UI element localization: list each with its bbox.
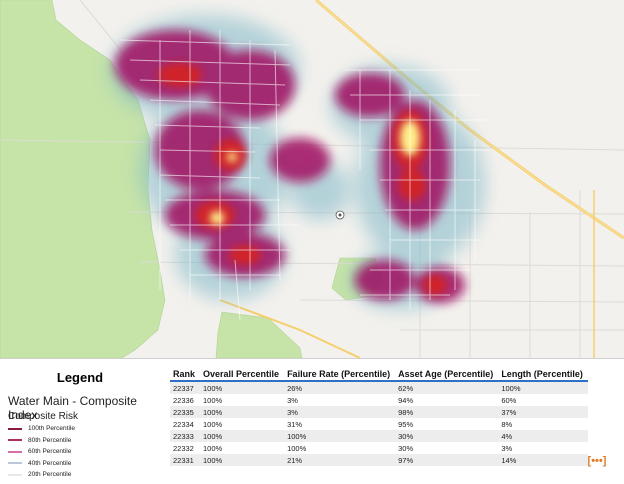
table-cell: 37%: [498, 406, 588, 418]
table-cell: 100%: [203, 443, 223, 453]
table-cell: 22333: [170, 430, 201, 442]
legend-swatch: [8, 473, 22, 476]
table-cell: 30%: [398, 443, 414, 453]
map-marker[interactable]: [335, 210, 345, 220]
table-cell: 100%: [203, 419, 223, 429]
highways: [219, 0, 624, 358]
legend-layer-name: Water Main - Composite Index: [8, 394, 137, 422]
table-cell: 95%: [398, 419, 414, 429]
table-cell: 22332: [173, 443, 194, 453]
legend-swatch: [8, 462, 22, 465]
table-cell: 100%: [287, 443, 307, 453]
legend-item-label: 20th Percentile: [28, 471, 72, 479]
table-row[interactable]: 22332 100% 100% 30% 3%: [170, 442, 588, 454]
table-cell: 3%: [284, 406, 396, 418]
legend-item: 80th Percentile: [8, 435, 75, 447]
table-row[interactable]: 22335 100% 3% 98% 37%: [170, 406, 588, 418]
legend-item-label: 100th Percentile: [28, 425, 75, 433]
table-cell: 98%: [395, 406, 499, 418]
legend-swatch: [8, 439, 22, 442]
table-cell: 22331: [170, 454, 201, 466]
table-cell: 22337: [170, 381, 201, 394]
table-cell: 30%: [395, 430, 499, 442]
risk-table: Rank Overall Percentile Failure Rate (Pe…: [170, 367, 588, 466]
table-cell: 100%: [498, 381, 588, 394]
table-cell: 62%: [395, 381, 499, 394]
legend-item: 60th Percentile: [8, 446, 75, 458]
table-cell: 22336: [173, 395, 194, 405]
table-header-row: Rank Overall Percentile Failure Rate (Pe…: [170, 367, 588, 382]
table-row[interactable]: 22337 100% 26% 62% 100%: [170, 381, 588, 394]
table-cell: 100%: [200, 381, 285, 394]
info-panel: Legend Water Main - Composite Index Comp…: [0, 358, 624, 484]
legend-swatch: [8, 450, 22, 453]
table-cell: 22335: [170, 406, 201, 418]
legend-item-label: 40th Percentile: [28, 459, 72, 467]
column-header-asset-age: Asset Age (Percentile): [395, 367, 499, 382]
legend-items: 100th Percentile 80th Percentile 60th Perc…: [8, 423, 75, 481]
water-main-network: [119, 30, 490, 321]
table-cell: 3%: [287, 395, 298, 405]
table-cell: 100%: [200, 454, 285, 466]
table-cell: 60%: [501, 395, 517, 405]
legend-title: Legend: [56, 370, 104, 385]
column-header-rank: Rank: [170, 367, 201, 382]
column-header-length: Length (Percentile): [498, 367, 588, 382]
legend-item: 100th Percentile: [8, 423, 75, 435]
table-cell: 3%: [501, 443, 513, 453]
table-cell: 97%: [395, 454, 499, 466]
table-cell: 100%: [200, 430, 285, 442]
legend-panel: Legend Water Main - Composite Index Comp…: [0, 359, 160, 484]
table-cell: 26%: [284, 381, 396, 394]
table-cell: 21%: [284, 454, 396, 466]
table-row[interactable]: 22336 100% 3% 94% 60%: [170, 394, 588, 406]
table-cell: 94%: [398, 395, 414, 405]
legend-group-label: Composite Risk: [8, 411, 79, 422]
legend-item-label: 60th Percentile: [28, 448, 72, 456]
table-cell: 4%: [498, 430, 588, 442]
table-row[interactable]: 22331 100% 21% 97% 14%: [170, 454, 588, 466]
column-header-failure-rate: Failure Rate (Percentile): [284, 367, 396, 382]
table-cell: 100%: [200, 406, 285, 418]
table-row[interactable]: 22333 100% 100% 30% 4%: [170, 430, 588, 442]
table-cell: 8%: [501, 419, 513, 429]
legend-item-label: 80th Percentile: [28, 436, 72, 444]
table-cell: 100%: [284, 430, 396, 442]
column-header-overall-percentile: Overall Percentile: [200, 367, 285, 382]
table-cell: 14%: [498, 454, 588, 466]
table-cell: 22334: [173, 419, 194, 429]
legend-item: 40th Percentile: [8, 458, 75, 470]
table-row[interactable]: 22334 100% 31% 95% 8%: [170, 418, 588, 430]
table-cell: 31%: [287, 419, 303, 429]
legend-item: 20th Percentile: [8, 469, 75, 481]
map-canvas[interactable]: [0, 0, 624, 358]
legend-swatch: [8, 427, 22, 430]
table-cell: 100%: [203, 395, 223, 405]
more-options-button[interactable]: [•••]: [587, 455, 607, 467]
